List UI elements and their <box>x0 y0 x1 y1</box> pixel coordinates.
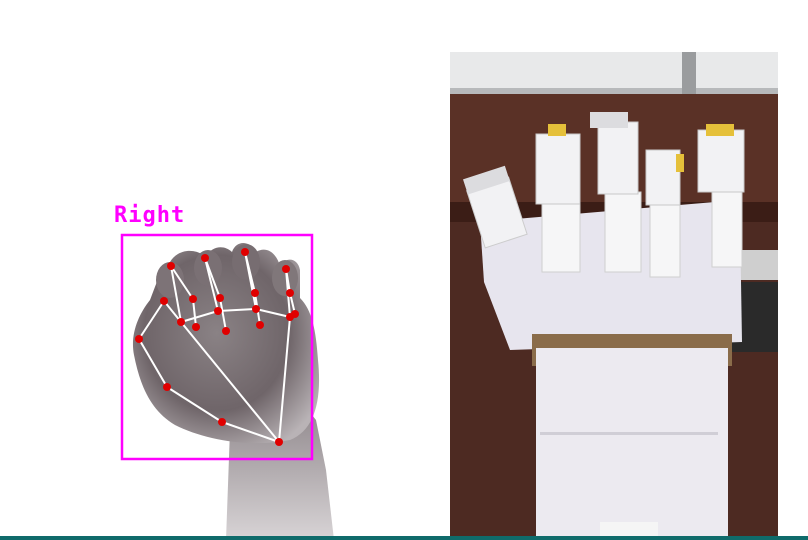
connection-line <box>166 386 223 423</box>
landmark-point <box>163 383 171 391</box>
cardboard-forearm <box>536 348 728 540</box>
landmark-point <box>135 335 143 343</box>
connection-line <box>219 297 227 332</box>
robotic-hand-photo <box>450 52 778 540</box>
landmark-point <box>252 305 260 313</box>
landmark-point <box>256 321 264 329</box>
landmark-point <box>214 307 222 315</box>
landmark-point <box>282 265 290 273</box>
landmark-point <box>218 418 226 426</box>
handedness-label: Right <box>114 203 186 228</box>
connection-line <box>204 257 219 312</box>
pinky-knuckle-shape <box>272 260 298 296</box>
landmark-point <box>167 262 175 270</box>
robotic-thumb <box>463 165 528 249</box>
robotic-ring-finger <box>645 149 684 278</box>
landmark-point <box>241 248 249 256</box>
landmark-point <box>192 323 200 331</box>
whiteboard-frame <box>450 88 778 94</box>
connection-line <box>278 316 291 443</box>
webcam-hand-tracking-view: Right <box>114 203 334 540</box>
landmark-point <box>291 310 299 318</box>
connection-line <box>217 308 257 312</box>
landmark-point <box>251 289 259 297</box>
index-knuckle-shape <box>156 262 184 298</box>
connection-line <box>170 265 182 323</box>
connection-line <box>138 300 165 340</box>
connection-line <box>285 268 291 294</box>
connection-line <box>170 265 194 300</box>
hand-tracking-canvas <box>120 233 334 540</box>
bottom-edge-strip <box>0 536 808 540</box>
connection-line <box>221 421 280 443</box>
landmark-point <box>189 295 197 303</box>
robotic-hand-image <box>450 52 778 540</box>
robotic-fingers <box>463 112 745 278</box>
whiteboard-clip <box>682 52 696 94</box>
connection-line <box>204 257 221 299</box>
landmark-point <box>216 294 224 302</box>
connection-line <box>255 308 291 318</box>
whiteboard <box>450 52 778 92</box>
landmark-point <box>286 289 294 297</box>
connection-line <box>180 321 280 443</box>
landmark-point <box>222 327 230 335</box>
landmark-point <box>177 318 185 326</box>
landmark-point <box>201 254 209 262</box>
hand-landmarks <box>135 248 299 446</box>
connection-line <box>244 251 256 294</box>
hand-silhouette <box>132 243 334 540</box>
landmark-point <box>275 438 283 446</box>
hand-bounding-box <box>120 233 314 461</box>
connection-line <box>138 338 168 388</box>
landmark-point <box>160 297 168 305</box>
robotic-middle-finger <box>590 112 642 273</box>
robotic-index-finger <box>535 124 581 273</box>
connection-line <box>192 298 197 328</box>
connection-line <box>163 300 182 323</box>
robotic-pinky-finger <box>697 124 745 268</box>
connection-line <box>180 310 219 323</box>
